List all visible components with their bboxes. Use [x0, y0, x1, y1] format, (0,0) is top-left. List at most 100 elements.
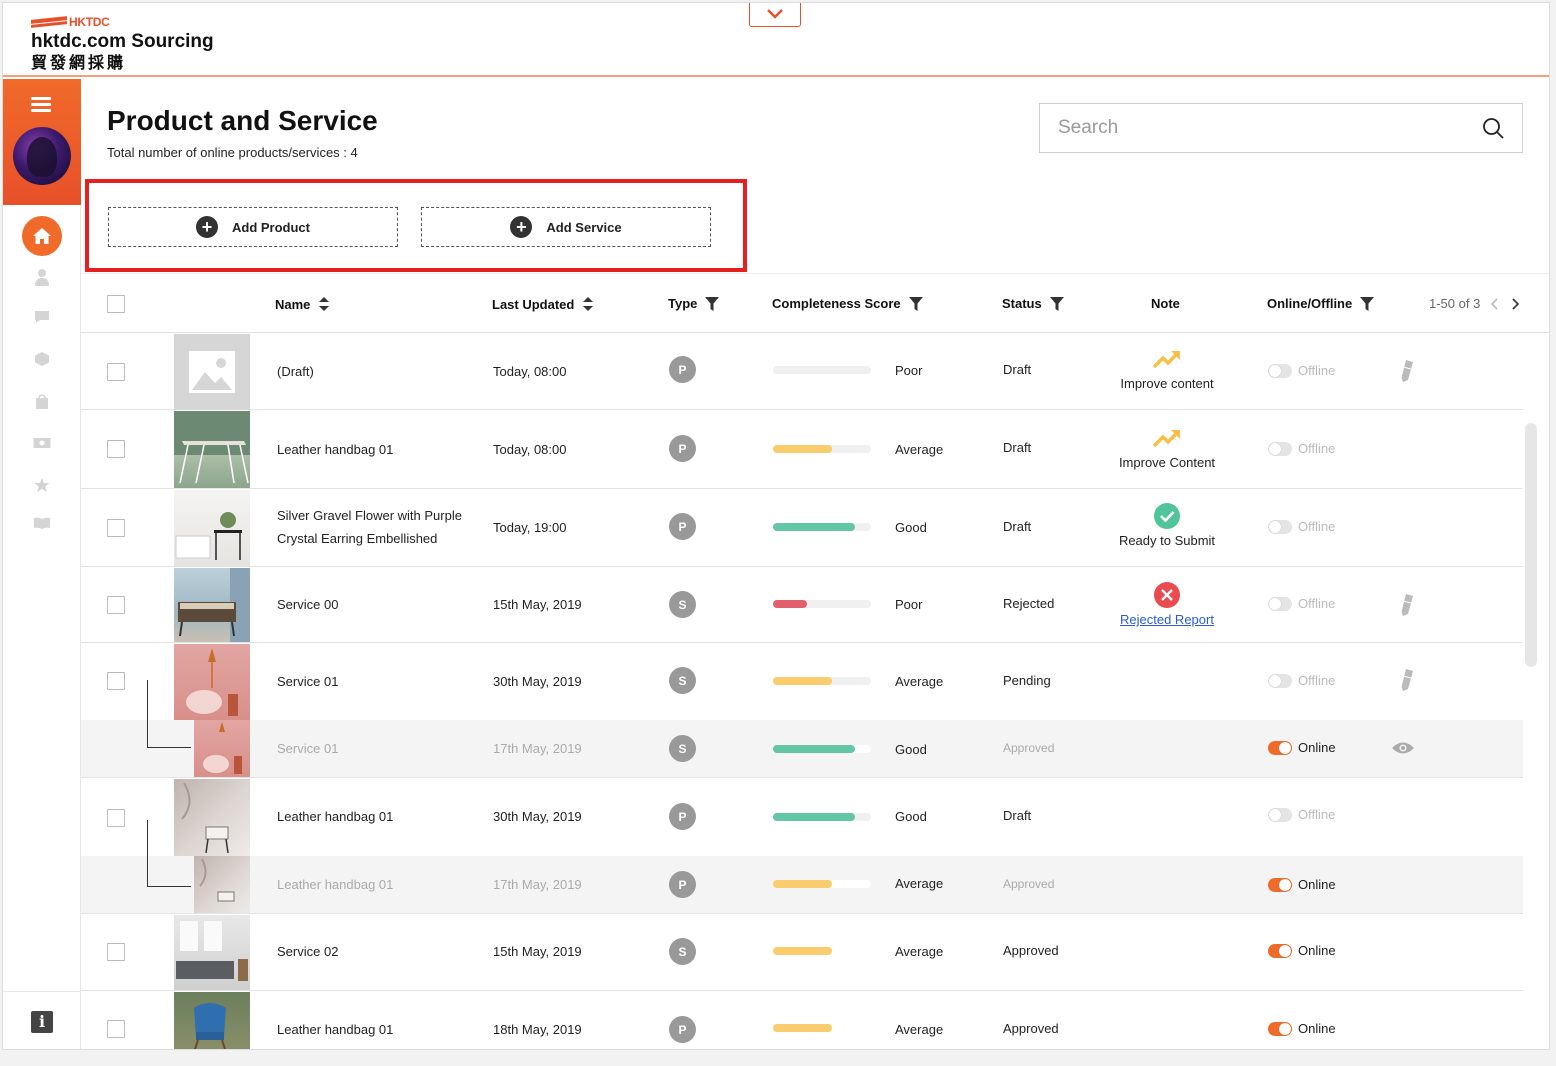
- hktdc-logo[interactable]: HKTDC hktdc.com Sourcing 貿發網採購: [31, 15, 214, 73]
- column-name[interactable]: Name: [275, 296, 330, 312]
- edit-button[interactable]: [1400, 667, 1416, 698]
- edit-button[interactable]: [1400, 592, 1416, 623]
- hamburger-menu-icon[interactable]: [31, 97, 53, 113]
- filter-icon[interactable]: [908, 296, 923, 311]
- row-checkbox[interactable]: [107, 672, 125, 690]
- completeness-bar: [773, 1024, 871, 1032]
- table-row[interactable]: Leather handbag 01 Today, 08:00 P Averag…: [81, 411, 1523, 489]
- version-tree-connector: [147, 680, 191, 748]
- row-checkbox[interactable]: [107, 596, 125, 614]
- table-row[interactable]: Service 00 15th May, 2019 S Poor Rejecte…: [81, 568, 1523, 643]
- last-updated: Today, 08:00: [493, 442, 567, 457]
- table-row[interactable]: Service 01 30th May, 2019 S Average Pend…: [81, 644, 1523, 720]
- product-thumbnail[interactable]: [174, 779, 250, 856]
- add-service-button[interactable]: + Add Service: [421, 207, 711, 247]
- filter-icon[interactable]: [1360, 296, 1375, 311]
- column-type[interactable]: Type: [668, 296, 720, 311]
- column-online[interactable]: Online/Offline: [1267, 296, 1375, 311]
- product-name[interactable]: Leather handbag 01: [277, 442, 394, 457]
- product-thumbnail[interactable]: [174, 992, 250, 1049]
- online-toggle[interactable]: [1268, 442, 1292, 456]
- online-toggle[interactable]: [1268, 808, 1292, 822]
- sidebar-info[interactable]: i: [3, 991, 81, 1049]
- row-checkbox[interactable]: [107, 519, 125, 537]
- table-row[interactable]: Service 02 15th May, 2019 S Average Appr…: [81, 915, 1523, 991]
- product-thumbnail[interactable]: [194, 856, 250, 913]
- row-checkbox[interactable]: [107, 363, 125, 381]
- note-text: Improve content: [1120, 376, 1214, 391]
- table-row-version[interactable]: Service 01 17th May, 2019 S Good Approve…: [81, 720, 1523, 778]
- preview-button[interactable]: [1391, 741, 1415, 760]
- avatar[interactable]: [13, 127, 71, 185]
- column-completeness[interactable]: Completeness Score: [772, 296, 923, 311]
- type-badge: S: [669, 591, 696, 618]
- logo-brand: HKTDC: [69, 15, 110, 29]
- online-toggle[interactable]: [1268, 741, 1292, 755]
- sidebar-item-profile[interactable]: [32, 267, 52, 287]
- product-thumbnail[interactable]: [174, 568, 250, 642]
- home-icon: [33, 228, 51, 244]
- table-row[interactable]: Leather handbag 01 30th May, 2019 P Good…: [81, 779, 1523, 856]
- search-box[interactable]: [1039, 103, 1523, 153]
- online-toggle[interactable]: [1268, 520, 1292, 534]
- online-toggle[interactable]: [1268, 1022, 1292, 1036]
- online-toggle[interactable]: [1268, 674, 1292, 688]
- sidebar-item-catalogue[interactable]: [32, 513, 52, 533]
- product-name-line2[interactable]: Crystal Earring Embellished: [277, 531, 438, 546]
- product-name-line1[interactable]: Silver Gravel Flower with Purple: [277, 508, 462, 523]
- sidebar-item-favourites[interactable]: [32, 475, 52, 495]
- product-thumbnail[interactable]: [174, 334, 250, 410]
- table-row[interactable]: Leather handbag 01 18th May, 2019 P Aver…: [81, 992, 1523, 1049]
- online-toggle[interactable]: [1268, 944, 1292, 958]
- online-toggle[interactable]: [1268, 597, 1292, 611]
- product-thumbnail[interactable]: [174, 644, 250, 720]
- product-name[interactable]: Service 00: [277, 597, 339, 612]
- product-name[interactable]: Leather handbag 01: [277, 809, 394, 824]
- sort-icon[interactable]: [582, 296, 594, 312]
- product-thumbnail[interactable]: [174, 490, 250, 566]
- table-row-version[interactable]: Leather handbag 01 17th May, 2019 P Aver…: [81, 856, 1523, 914]
- sidebar-item-payments[interactable]: [32, 433, 52, 453]
- status-text: Approved: [1003, 877, 1055, 891]
- online-toggle[interactable]: [1268, 364, 1292, 378]
- online-toggle[interactable]: [1268, 878, 1292, 892]
- chevron-right-icon[interactable]: [1510, 297, 1520, 310]
- status-text: Pending: [1003, 673, 1051, 688]
- sort-icon[interactable]: [318, 296, 330, 312]
- row-checkbox[interactable]: [107, 943, 125, 961]
- product-name[interactable]: Leather handbag 01: [277, 1022, 394, 1037]
- completeness-bar-fill: [773, 445, 832, 453]
- sidebar-item-products[interactable]: [32, 349, 52, 369]
- product-name[interactable]: (Draft): [277, 364, 314, 379]
- table-scrollbar[interactable]: [1525, 423, 1537, 667]
- filter-icon[interactable]: [1049, 296, 1064, 311]
- sidebar-item-messages[interactable]: [32, 307, 52, 327]
- search-input[interactable]: [1058, 117, 1482, 139]
- product-thumbnail[interactable]: [194, 720, 250, 777]
- column-status[interactable]: Status: [1002, 296, 1064, 311]
- book-icon: [34, 517, 50, 529]
- select-all-checkbox[interactable]: [107, 295, 125, 313]
- column-last-updated[interactable]: Last Updated: [492, 296, 594, 312]
- chevron-left-icon[interactable]: [1490, 297, 1500, 310]
- filter-icon[interactable]: [705, 296, 720, 311]
- header-collapse-toggle[interactable]: [749, 3, 801, 27]
- completeness-score: Good: [895, 742, 927, 757]
- row-checkbox[interactable]: [107, 440, 125, 458]
- product-thumbnail[interactable]: [174, 915, 250, 990]
- row-checkbox[interactable]: [107, 1020, 125, 1038]
- rejected-report-link[interactable]: Rejected Report: [1120, 612, 1214, 627]
- product-thumbnail[interactable]: [174, 411, 250, 488]
- search-icon[interactable]: [1482, 117, 1504, 139]
- product-name[interactable]: Service 01: [277, 741, 339, 756]
- table-row[interactable]: (Draft) Today, 08:00 P Poor Draft Improv…: [81, 334, 1523, 410]
- product-name[interactable]: Service 02: [277, 944, 339, 959]
- table-row[interactable]: Silver Gravel Flower with Purple Crystal…: [81, 490, 1523, 567]
- add-product-button[interactable]: + Add Product: [108, 207, 398, 247]
- sidebar-item-home[interactable]: [22, 216, 62, 256]
- sidebar-item-orders[interactable]: [32, 392, 52, 412]
- product-name[interactable]: Leather handbag 01: [277, 877, 394, 892]
- edit-button[interactable]: [1400, 358, 1416, 389]
- product-name[interactable]: Service 01: [277, 674, 339, 689]
- row-checkbox[interactable]: [107, 809, 125, 827]
